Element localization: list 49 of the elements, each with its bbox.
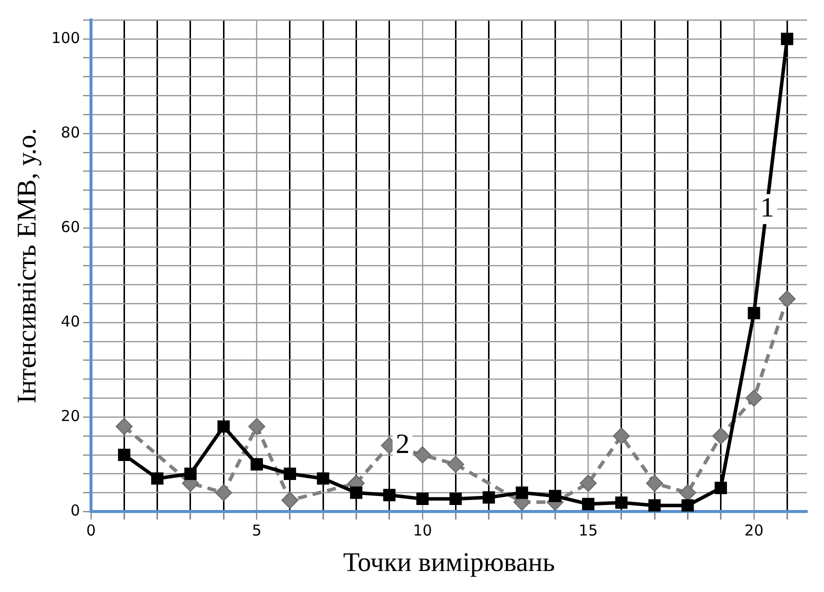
point [615,496,628,509]
y-axis-title: Інтенсивність ЕМВ, у.о. [11,128,42,404]
point [281,492,298,509]
point [217,420,230,433]
point [646,474,664,492]
point [682,499,694,512]
point [714,482,727,494]
point [580,474,597,492]
point [648,499,661,512]
point [447,456,464,473]
y-tick-label: 100 [51,28,80,47]
point [116,418,133,436]
point [712,427,730,444]
y-tick-label: 80 [60,123,80,142]
point [612,427,630,444]
annotation: 2 [396,428,410,460]
point [780,32,794,46]
point [350,486,362,499]
point [184,468,197,480]
point [416,492,429,505]
y-tick-label: 0 [70,501,80,520]
x-tick-label: 15 [578,521,598,540]
point [248,418,266,436]
point [118,448,130,462]
x-axis-title: Точки вимірювань [343,546,555,577]
point [745,390,762,407]
point [679,484,696,502]
y-tick-label: 40 [60,312,80,330]
annotation: 1 [760,192,774,224]
point [482,491,495,504]
point [383,488,396,502]
x-tick-label: 0 [86,521,96,540]
point [748,306,760,320]
y-tick-label: 60 [60,218,80,236]
point [316,472,330,485]
point [151,472,164,485]
x-tick-label: 5 [252,521,262,540]
x-tick-label: 20 [744,521,764,540]
point [215,484,232,502]
point [778,290,796,308]
point [582,498,594,510]
point [250,458,263,470]
point [449,492,462,505]
x-tick-label: 10 [412,521,432,540]
point [414,446,431,464]
point [516,486,528,499]
y-tick-label: 20 [60,406,80,425]
point [548,490,562,502]
point [284,468,296,480]
